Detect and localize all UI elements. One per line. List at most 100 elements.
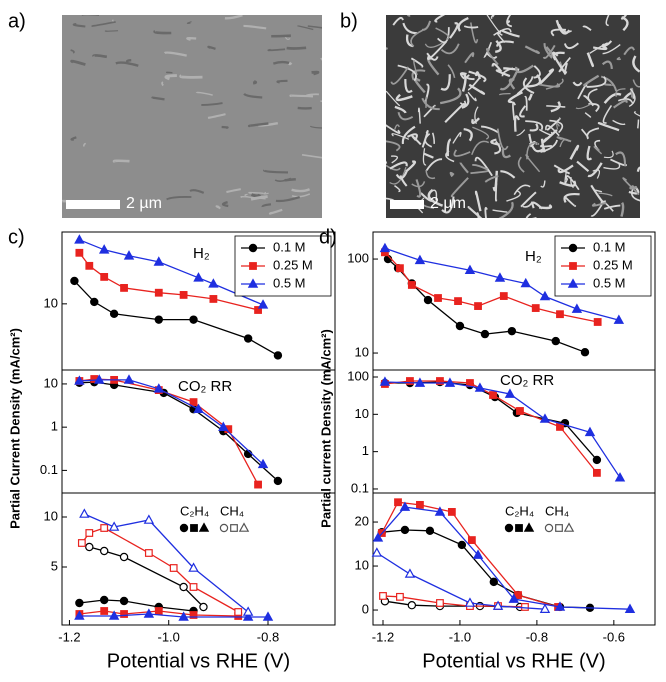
marker — [371, 547, 383, 557]
texture — [394, 105, 407, 114]
texture — [549, 119, 564, 134]
texture — [506, 20, 511, 24]
texture — [612, 119, 626, 126]
y-tick-label: 0.1 — [351, 480, 369, 495]
marker — [189, 315, 198, 324]
texture — [243, 24, 267, 30]
texture — [404, 78, 413, 93]
annotation: CH₄ — [545, 503, 569, 518]
texture — [507, 91, 524, 104]
texture — [243, 92, 263, 99]
texture — [563, 192, 580, 203]
marker — [154, 607, 163, 615]
marker — [98, 244, 110, 254]
marker — [416, 500, 424, 509]
x-tick-label: -1.2 — [58, 629, 80, 644]
texture — [572, 81, 583, 87]
texture — [399, 175, 408, 187]
texture — [452, 131, 462, 144]
texture — [515, 64, 534, 74]
x-tick-label: -1.0 — [449, 629, 471, 644]
marker — [567, 278, 579, 288]
texture — [522, 201, 534, 208]
y-tick-label: 10 — [44, 508, 58, 523]
sem-image-a — [62, 15, 322, 218]
panel-label: b) — [340, 10, 358, 32]
texture — [603, 204, 621, 210]
plot-frame — [372, 492, 656, 626]
texture — [602, 44, 621, 55]
legend-label: 0.25 M — [273, 257, 313, 272]
texture — [405, 160, 417, 173]
y-tick-label: 1 — [51, 419, 58, 434]
texture — [496, 128, 509, 151]
series-line — [376, 552, 546, 610]
texture — [459, 100, 467, 106]
texture — [540, 139, 558, 153]
texture — [389, 166, 407, 185]
texture — [601, 60, 613, 70]
series-line — [79, 599, 194, 612]
y-tick-label: 100 — [347, 368, 369, 383]
texture — [186, 21, 192, 24]
texture — [590, 204, 603, 217]
texture — [395, 93, 413, 102]
x-tick-label: -0.8 — [257, 629, 279, 644]
marker — [209, 295, 218, 303]
texture — [563, 195, 577, 207]
marker — [143, 514, 155, 524]
marker — [254, 480, 262, 489]
texture — [598, 192, 613, 197]
texture — [386, 160, 388, 164]
marker — [189, 611, 198, 619]
annotation: CO₂ RR — [178, 378, 232, 395]
texture — [492, 170, 499, 192]
texture — [610, 158, 627, 167]
texture — [517, 156, 525, 173]
marker — [508, 593, 520, 603]
marker — [273, 476, 283, 486]
texture — [301, 153, 322, 159]
texture — [525, 154, 541, 173]
marker — [614, 472, 626, 482]
texture — [186, 36, 197, 41]
marker — [551, 336, 560, 346]
texture — [558, 23, 573, 33]
marker — [489, 577, 499, 587]
texture — [221, 125, 229, 129]
annotation: C₂H₄ — [180, 503, 209, 518]
series-line — [384, 251, 598, 323]
texture — [589, 42, 608, 54]
marker — [423, 295, 433, 305]
texture — [490, 15, 495, 20]
marker — [257, 299, 269, 309]
marker — [434, 506, 446, 516]
texture — [499, 92, 511, 96]
texture — [421, 197, 425, 201]
panel-label: c) — [8, 226, 25, 248]
texture — [440, 74, 451, 91]
marker — [571, 303, 583, 313]
x-tick-label: -0.8 — [526, 629, 548, 644]
marker — [79, 508, 90, 518]
texture — [484, 174, 499, 183]
texture — [284, 177, 296, 182]
texture — [70, 59, 86, 66]
series-line — [377, 506, 631, 610]
marker — [189, 398, 198, 406]
marker — [514, 591, 522, 599]
marker — [472, 549, 484, 559]
marker — [273, 351, 283, 360]
texture — [267, 48, 286, 52]
y-axis-label: Partial Current Density (mA/cm²) — [7, 328, 22, 529]
texture — [425, 169, 436, 180]
texture — [297, 25, 314, 31]
marker — [178, 611, 189, 621]
texture — [519, 105, 527, 118]
marker — [179, 582, 188, 592]
y-tick-label: 10 — [355, 344, 369, 359]
y-tick-label: 5 — [51, 558, 58, 573]
marker — [516, 407, 524, 415]
marker — [414, 377, 426, 387]
